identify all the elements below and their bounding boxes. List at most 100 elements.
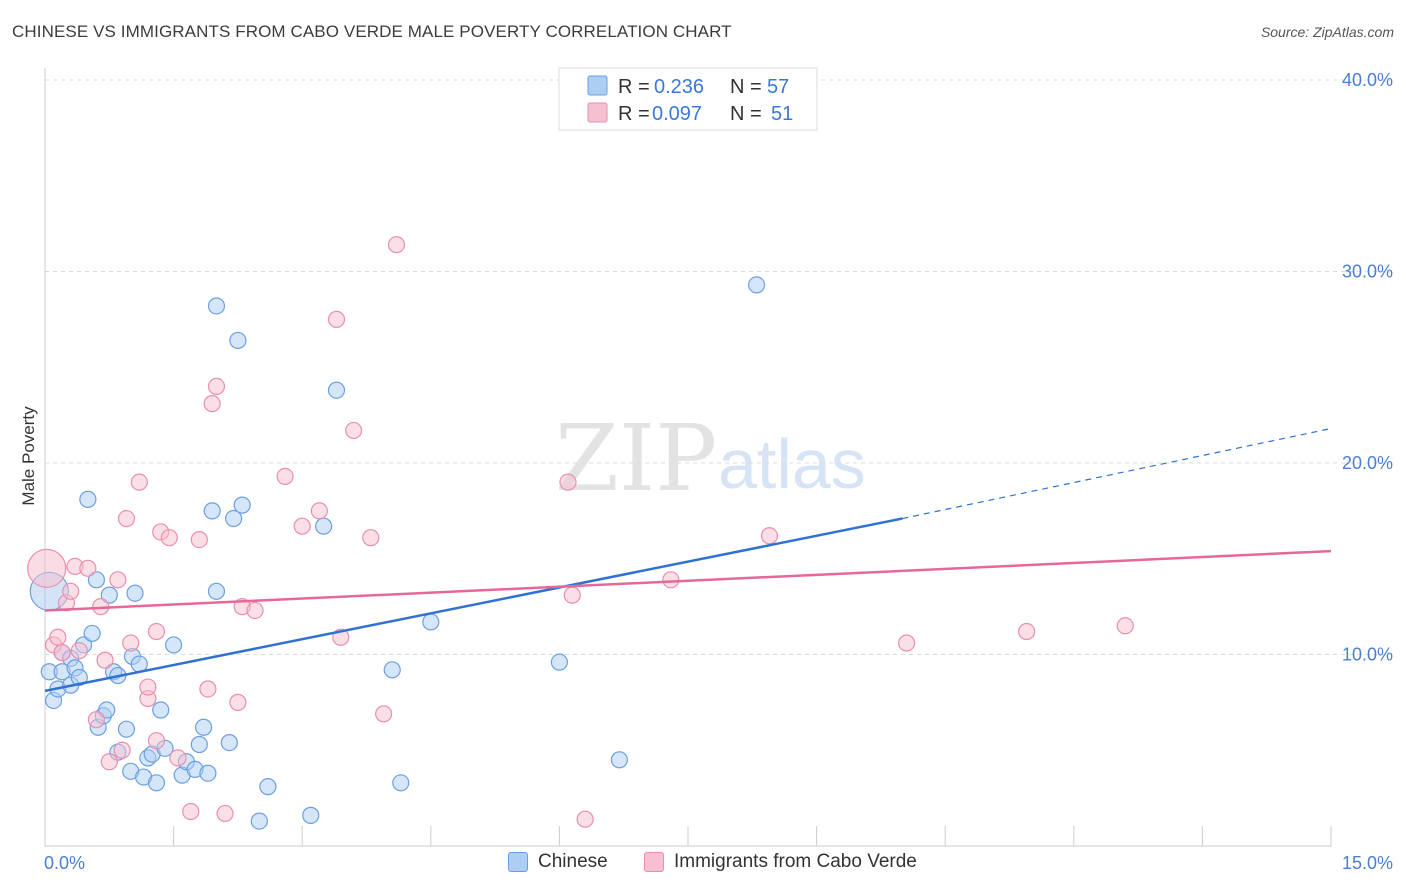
point-cabo-verde-25 [182,802,200,821]
point-chinese-47 [259,778,277,796]
point-cabo-verde-43 [559,473,577,491]
chart-title: CHINESE VS IMMIGRANTS FROM CABO VERDE MA… [12,22,732,41]
series-cabo-verde-points [27,236,1134,828]
point-chinese-11 [79,490,97,508]
watermark: ZIP atlas [555,405,866,512]
point-chinese-12 [83,624,101,643]
legend-r-label-1: R = [618,76,650,98]
point-chinese-29 [147,774,166,792]
point-cabo-verde-45 [576,810,594,828]
legend-n-value-1: 57 [767,76,789,98]
point-chinese-45 [233,496,251,514]
trend-line-chinese [44,517,903,693]
point-chinese-49 [315,517,333,535]
point-cabo-verde-33 [246,601,264,620]
bottom-legend-label-chinese: Chinese [538,851,608,872]
axes [44,68,1332,847]
legend-swatch-cabo-verde [587,102,608,123]
point-cabo-verde-0 [27,548,67,588]
point-chinese-37 [195,718,213,736]
point-cabo-verde-48 [898,634,916,652]
bottom-legend: Chinese Immigrants from Cabo Verde [0,851,1406,879]
x-tick-label-min: 0.0% [44,853,85,873]
point-cabo-verde-13 [109,571,127,589]
point-chinese-48 [302,806,320,824]
point-cabo-verde-50 [1116,617,1134,635]
point-chinese-24 [126,584,144,602]
point-cabo-verde-15 [117,509,136,528]
point-cabo-verde-26 [190,530,208,549]
point-cabo-verde-2 [49,628,67,646]
point-cabo-verde-30 [216,804,234,823]
point-chinese-13 [87,571,106,589]
y-tick-label-30: 30.0% [1342,262,1393,282]
point-chinese-41 [207,582,226,600]
point-cabo-verde-37 [327,310,346,328]
point-cabo-verde-24 [169,749,187,767]
point-cabo-verde-5 [62,582,80,600]
point-chinese-54 [550,653,569,671]
point-cabo-verde-17 [130,473,148,491]
point-cabo-verde-14 [113,741,131,759]
point-chinese-32 [165,636,183,654]
x-tick-label-max: 15.0% [1342,853,1393,873]
point-chinese-44 [229,331,247,350]
point-chinese-55 [610,751,629,769]
legend-n-value-2: 51 [771,103,793,125]
point-cabo-verde-21 [147,732,166,750]
bottom-legend-swatch-chinese [508,852,528,872]
legend-swatch-chinese [587,75,608,96]
point-cabo-verde-27 [199,680,217,698]
legend-r-value-1: 0.236 [654,76,704,98]
point-cabo-verde-35 [293,517,311,535]
watermark-atlas: atlas [718,425,866,503]
legend-n-label-1: N = [730,76,762,98]
point-cabo-verde-28 [203,395,221,413]
trend-lines [44,427,1332,693]
y-tick-label-40: 40.0% [1342,70,1393,90]
bottom-legend-item-cabo-verde: Immigrants from Cabo Verde [644,851,917,873]
bottom-legend-label-cabo-verde: Immigrants from Cabo Verde [674,851,917,872]
point-chinese-40 [207,297,226,315]
point-cabo-verde-39 [345,421,363,440]
point-chinese-17 [100,586,118,604]
bottom-legend-swatch-cabo-verde [644,852,664,872]
point-chinese-38 [199,764,217,782]
source-label: Source: ZipAtlas.com [1260,24,1394,40]
legend-r-label-2: R = [618,103,650,125]
point-cabo-verde-47 [760,527,779,545]
point-chinese-21 [117,720,136,738]
point-cabo-verde-20 [147,622,166,641]
point-cabo-verde-16 [122,634,140,652]
legend-box: R = 0.236 N = 57 R = 0.097 N = 51 [558,67,818,131]
gridlines [45,79,1392,655]
y-tick-labels: 10.0% 20.0% 30.0% 40.0% [1342,70,1393,665]
y-axis-title: Male Poverty [19,406,38,506]
trend-line-chinese-extension [902,427,1332,520]
point-cabo-verde-40 [362,529,380,547]
point-chinese-56 [747,276,766,294]
point-cabo-verde-29 [207,377,226,395]
legend-n-label-2: N = [730,103,762,125]
trend-line-cabo-verde [44,549,1332,612]
bottom-legend-item-chinese: Chinese [508,851,608,873]
point-cabo-verde-31 [229,693,247,711]
point-cabo-verde-12 [100,753,118,771]
x-tick-labels: 0.0% 15.0% [44,853,1393,873]
point-cabo-verde-19 [139,678,157,696]
point-cabo-verde-42 [387,236,406,254]
point-cabo-verde-41 [375,705,393,723]
point-cabo-verde-23 [160,529,178,547]
point-cabo-verde-44 [563,586,581,604]
point-cabo-verde-11 [96,651,114,669]
point-cabo-verde-9 [87,711,106,729]
point-chinese-50 [327,381,346,399]
watermark-zip: ZIP [555,405,717,512]
point-cabo-verde-36 [310,502,328,520]
point-chinese-9 [70,668,88,687]
point-chinese-39 [203,502,221,520]
point-cabo-verde-3 [53,643,71,662]
point-chinese-43 [225,509,243,528]
point-cabo-verde-49 [1018,622,1036,641]
